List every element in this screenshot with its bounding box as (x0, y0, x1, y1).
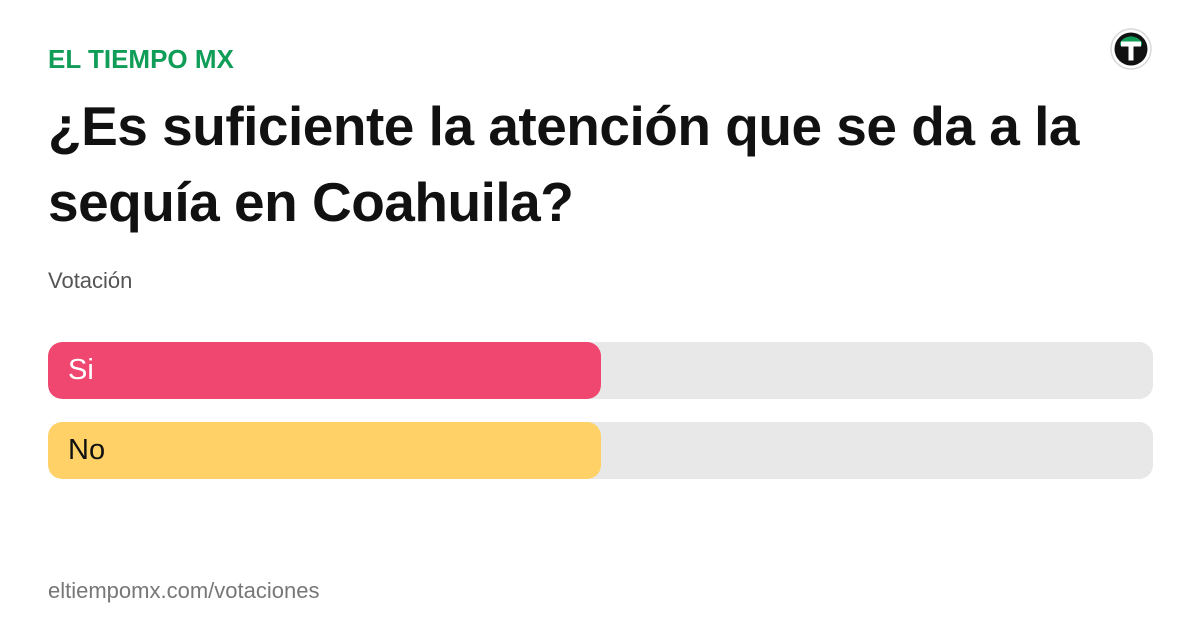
poll-subtitle: Votación (48, 268, 133, 293)
poll-option-label: No (68, 434, 106, 466)
el-tiempo-logo-icon (1110, 28, 1152, 70)
poll-question: ¿Es suficiente la atención que se da a l… (48, 95, 1079, 233)
poll-option-bar (48, 342, 601, 399)
footer-url[interactable]: eltiempomx.com/votaciones (48, 578, 320, 603)
poll-option-label: Si (68, 354, 94, 386)
brand-name: EL TIEMPO MX (48, 44, 234, 74)
poll-option-si[interactable]: Si (48, 342, 1153, 399)
poll-option-bar (48, 422, 601, 479)
poll-option-no[interactable]: No (48, 422, 1153, 479)
poll-options: Si No (48, 342, 1153, 502)
